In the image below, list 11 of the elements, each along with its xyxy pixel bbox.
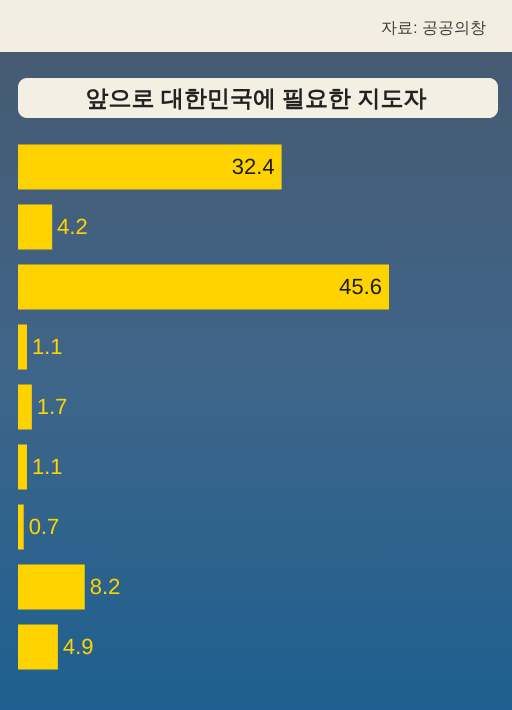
data-label: 1.1 bbox=[32, 454, 63, 479]
data-label: 8.2 bbox=[90, 574, 120, 599]
text: 자료: 공공의창 bbox=[381, 20, 486, 37]
data-label: 1.1 bbox=[32, 334, 63, 359]
data-label: 4.9 bbox=[62, 634, 94, 659]
data-label: 1.7 bbox=[36, 394, 68, 419]
chart-title: 앞으로 대한민국에 필요한 지도자 bbox=[85, 85, 427, 111]
data-label: 4.2 bbox=[57, 214, 88, 239]
data-label: 32.4 bbox=[232, 154, 275, 179]
data-label: 0.7 bbox=[28, 514, 60, 539]
data-label: 45.6 bbox=[339, 274, 382, 299]
